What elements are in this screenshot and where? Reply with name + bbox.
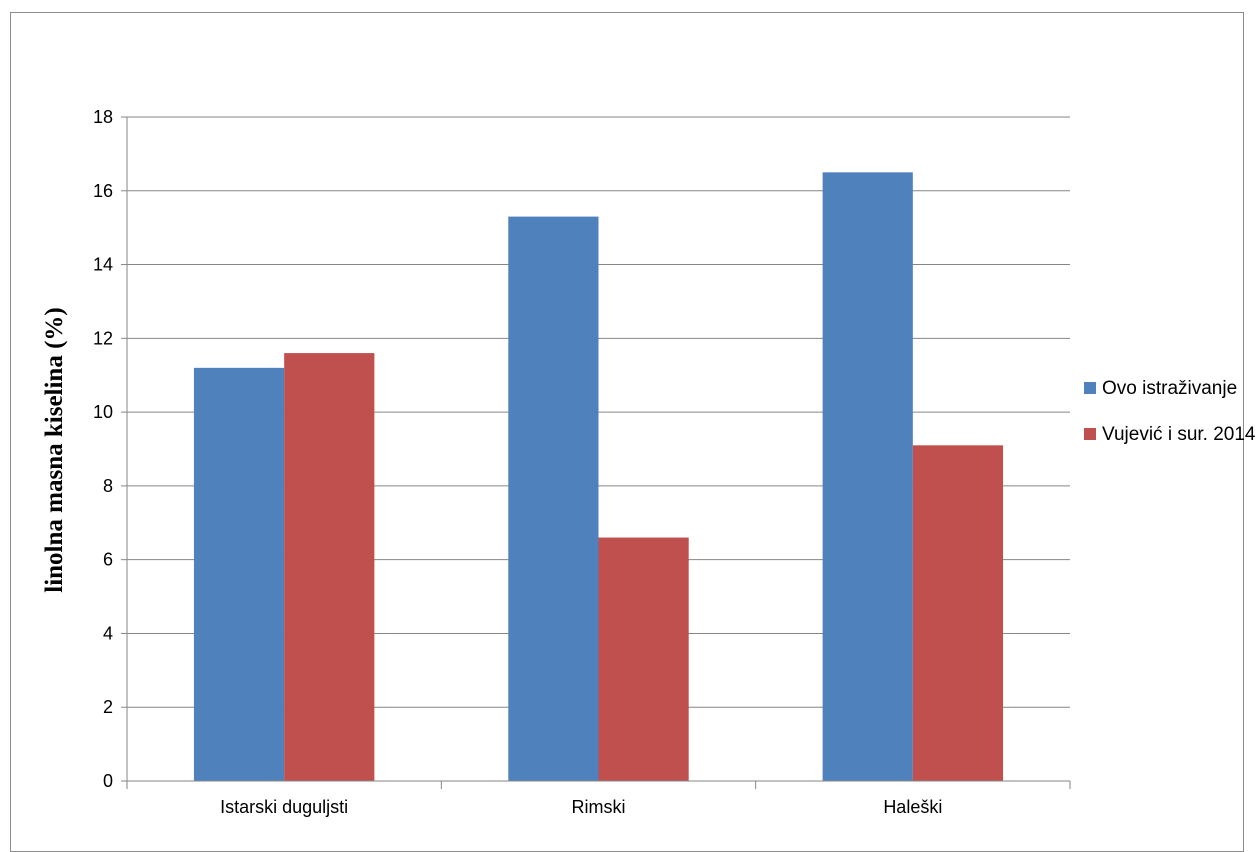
- bar-0-2: [822, 172, 913, 782]
- y-tick-label: 16: [93, 181, 113, 201]
- y-tick-label: 0: [103, 771, 113, 791]
- axes: [121, 116, 1071, 789]
- bar-1-2: [912, 445, 1004, 781]
- bar-0-0: [193, 367, 285, 781]
- legend-label: Vujević i sur. 2014: [1102, 424, 1256, 445]
- y-tick-label: 14: [93, 255, 113, 275]
- y-tick-label: 2: [103, 697, 113, 717]
- bars: [193, 172, 1004, 782]
- x-tick-label: Haleški: [883, 797, 942, 817]
- x-tick-label: Istarski duguljsti: [220, 797, 348, 817]
- y-tick-label: 6: [103, 550, 113, 570]
- legend-swatch: [1084, 428, 1096, 440]
- bar-1-1: [598, 537, 689, 781]
- y-tick-label: 18: [93, 107, 113, 127]
- x-tick-label: Rimski: [572, 797, 626, 817]
- y-tick-label: 10: [93, 402, 113, 422]
- bar-chart: 0 2 4 6 8 10 12 14 16 18 Istarski duguljsti Rimski…: [41, 107, 1256, 817]
- legend-swatch: [1084, 382, 1096, 394]
- legend-label: Ovo istraživanje: [1102, 378, 1237, 399]
- x-tick-labels: Istarski duguljsti Rimski Haleški: [220, 797, 942, 817]
- y-tick-label: 4: [103, 623, 113, 643]
- y-tick-labels: 0 2 4 6 8 10 12 14 16 18: [93, 107, 113, 791]
- bar-1-0: [284, 353, 375, 781]
- y-tick-label: 12: [93, 328, 113, 348]
- bar-0-1: [508, 216, 599, 782]
- y-axis-label: linolna masna kiselina (%): [41, 307, 68, 592]
- legend: Ovo istraživanje Vujević i sur. 2014: [1084, 378, 1256, 445]
- y-tick-label: 8: [103, 476, 113, 496]
